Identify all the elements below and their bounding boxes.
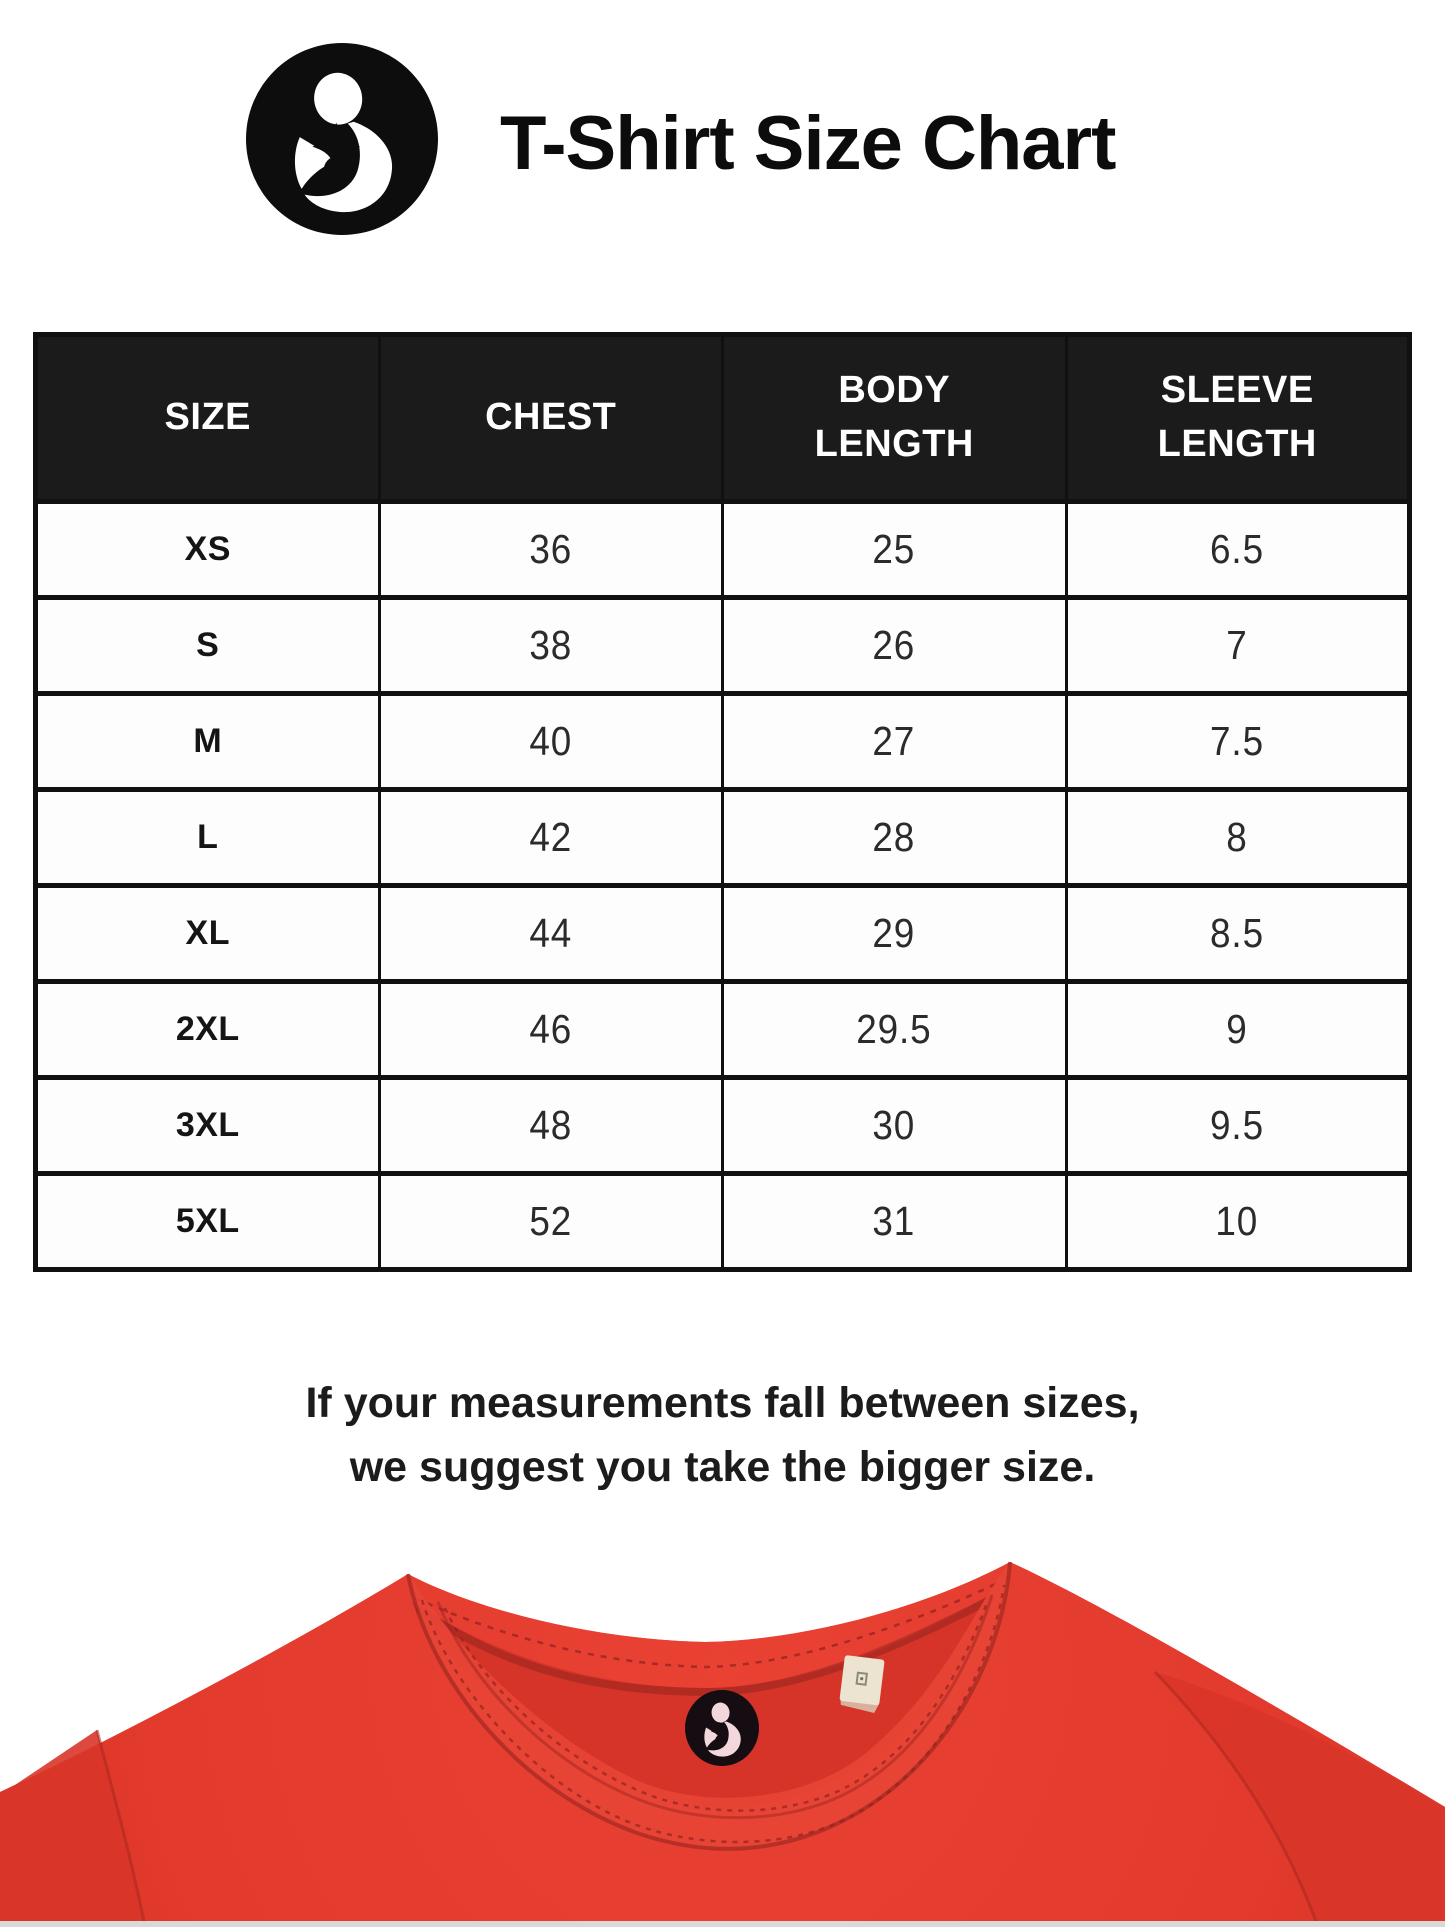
sizing-note: If your measurements fall between sizes,… — [0, 1371, 1445, 1499]
cell-body-length: 28 — [721, 787, 1068, 888]
column-header-sleeve-length: SLEEVE LENGTH — [1064, 333, 1411, 503]
cell-size: M — [34, 691, 381, 792]
cell-size: XS — [34, 499, 381, 600]
cell-sleeve-length: 7 — [1064, 595, 1411, 696]
cell-size: S — [34, 595, 381, 696]
cell-size: 3XL — [34, 1075, 381, 1176]
cell-sleeve-length: 7.5 — [1064, 691, 1411, 792]
table-row: L 42 28 8 — [34, 787, 1411, 888]
table-row: 3XL 48 30 9.5 — [34, 1075, 1411, 1176]
cell-sleeve-length: 8.5 — [1064, 883, 1411, 984]
cell-body-length: 27 — [721, 691, 1068, 792]
cell-body-length: 29 — [721, 883, 1068, 984]
table-row: 5XL 52 31 10 — [34, 1171, 1411, 1272]
table-row: 2XL 46 29.5 9 — [34, 979, 1411, 1080]
cell-chest: 40 — [377, 691, 724, 792]
sizing-note-line1: If your measurements fall between sizes, — [305, 1379, 1140, 1427]
cell-body-length: 30 — [721, 1075, 1068, 1176]
cell-size: L — [34, 787, 381, 888]
neck-label — [685, 1690, 759, 1766]
cell-body-length: 25 — [721, 499, 1068, 600]
tshirt-photo — [0, 1561, 1445, 1927]
brand-logo-icon — [246, 43, 438, 235]
table-row: XS 36 25 6.5 — [34, 499, 1411, 600]
table-header-row: SIZE CHEST BODY LENGTH SLEEVE LENGTH — [34, 333, 1411, 503]
cell-chest: 36 — [377, 499, 724, 600]
cell-sleeve-length: 8 — [1064, 787, 1411, 888]
table-row: S 38 26 7 — [34, 595, 1411, 696]
cell-chest: 52 — [377, 1171, 724, 1272]
cell-size: 5XL — [34, 1171, 381, 1272]
size-chart-table: SIZE CHEST BODY LENGTH SLEEVE LENGTH XS … — [33, 332, 1412, 1272]
cell-chest: 42 — [377, 787, 724, 888]
photo-bottom-edge — [0, 1921, 1445, 1927]
column-header-chest: CHEST — [377, 333, 724, 503]
cell-size: XL — [34, 883, 381, 984]
cell-body-length: 31 — [721, 1171, 1068, 1272]
cell-sleeve-length: 10 — [1064, 1171, 1411, 1272]
right-sleeve — [1153, 1670, 1445, 1927]
cell-size: 2XL — [34, 979, 381, 1080]
table-row: XL 44 29 8.5 — [34, 883, 1411, 984]
cell-body-length: 29.5 — [721, 979, 1068, 1080]
table-row: M 40 27 7.5 — [34, 691, 1411, 792]
size-tag — [839, 1655, 885, 1713]
left-sleeve — [0, 1729, 147, 1927]
cell-sleeve-length: 6.5 — [1064, 499, 1411, 600]
front-collar-band — [406, 1561, 1012, 1851]
column-header-body-length: BODY LENGTH — [721, 333, 1068, 503]
cell-chest: 46 — [377, 979, 724, 1080]
cell-chest: 48 — [377, 1075, 724, 1176]
cell-chest: 44 — [377, 883, 724, 984]
cell-chest: 38 — [377, 595, 724, 696]
page-title: T-Shirt Size Chart — [500, 101, 1116, 186]
cell-body-length: 26 — [721, 595, 1068, 696]
column-header-size: SIZE — [34, 333, 381, 503]
cell-sleeve-length: 9.5 — [1064, 1075, 1411, 1176]
back-collar-stitch — [414, 1580, 1001, 1669]
cell-sleeve-length: 9 — [1064, 979, 1411, 1080]
sizing-note-line2: we suggest you take the bigger size. — [349, 1443, 1096, 1491]
